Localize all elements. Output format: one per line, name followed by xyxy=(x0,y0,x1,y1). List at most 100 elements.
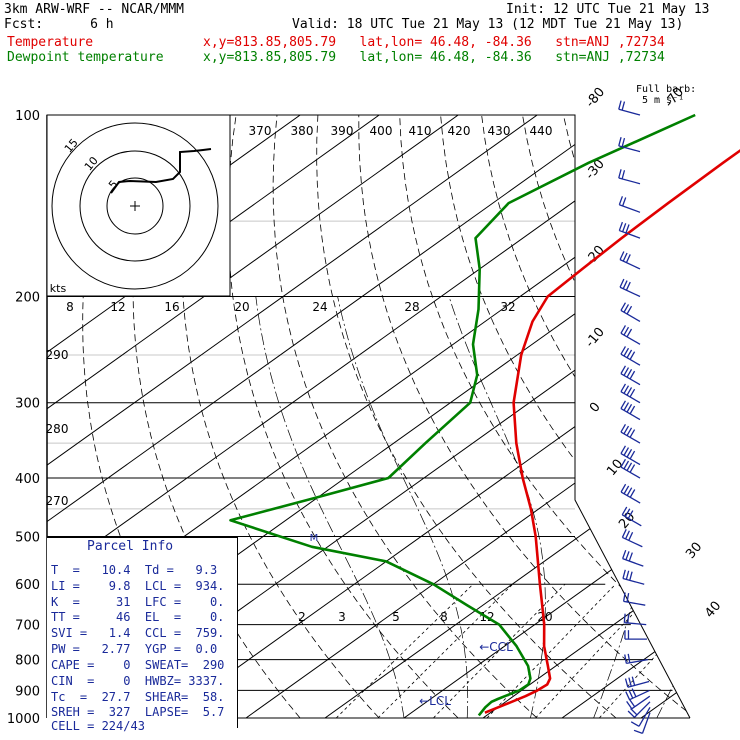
isotherm xyxy=(47,115,459,718)
hodograph-speed-label: 8 xyxy=(66,300,74,314)
wind-barb-flag xyxy=(623,347,630,357)
wind-barb-flag xyxy=(622,549,627,559)
wind-barb xyxy=(630,706,651,727)
wind-barb-flag xyxy=(621,101,626,111)
wind-barb-flag xyxy=(629,571,633,581)
wind-barb-flag xyxy=(625,691,631,700)
wind-barb xyxy=(633,712,651,734)
wind-barb-staff xyxy=(618,145,641,153)
wind-barb-flag xyxy=(620,302,627,311)
mixing-ratio-label: 8 xyxy=(440,610,448,624)
pressure-tick-label: 100 xyxy=(15,109,40,124)
wind-barb xyxy=(620,383,641,404)
theta-label: 280 xyxy=(46,422,69,436)
wind-barb-flag xyxy=(626,449,633,458)
pressure-tick-label: 800 xyxy=(15,654,40,669)
wind-barb xyxy=(626,695,651,710)
location-temperature: x,y=813.85,805.79 lat,lon= 46.48, -84.36… xyxy=(203,35,665,50)
isotherm xyxy=(47,115,690,718)
wind-barb-flag xyxy=(621,529,627,538)
wind-barb xyxy=(627,701,651,718)
wind-barb xyxy=(620,325,641,345)
wind-barb-flag xyxy=(625,254,631,263)
wind-barb-flag xyxy=(619,251,625,260)
barb-legend-line2: 5 m s⁻¹ xyxy=(642,95,685,106)
wind-barb-flag xyxy=(622,569,626,579)
wind-barb xyxy=(621,506,642,527)
wind-barb xyxy=(620,445,641,466)
theta-label: 420 xyxy=(448,124,471,138)
wind-barb-flag xyxy=(618,169,622,179)
wind-barb-staff xyxy=(622,536,643,548)
mixing-ratio-line xyxy=(377,583,513,718)
dry-adiabat xyxy=(316,115,617,718)
wind-barb-flag xyxy=(620,400,627,409)
mixing-ratio-line xyxy=(335,583,474,718)
wind-barb-flag xyxy=(628,677,632,687)
ccl-label: ←CCL xyxy=(479,640,513,654)
pressure-tick-label: 1000 xyxy=(7,712,40,727)
lcl-label: ←LCL xyxy=(419,694,451,708)
wind-barb-flag xyxy=(629,405,636,415)
barb-legend-line1: Full barb: xyxy=(636,84,697,95)
wind-barb-flag xyxy=(625,224,630,234)
wind-barb-staff xyxy=(626,658,649,665)
wind-barb xyxy=(618,169,641,185)
dry-adiabat xyxy=(399,115,690,718)
wind-barb-flag xyxy=(626,404,633,413)
hodograph-speed-label: 32 xyxy=(500,300,515,314)
wind-barb-flag xyxy=(620,483,627,493)
wind-barb-flag xyxy=(622,197,627,207)
wind-barb-flag xyxy=(623,367,630,376)
wind-barb-staff xyxy=(624,622,647,626)
hodograph-ring xyxy=(51,122,219,290)
parcel-row: T = 10.4 Td = 9.3 xyxy=(51,563,218,577)
wind-barb-staff xyxy=(638,706,651,727)
hodograph-ring xyxy=(106,177,164,235)
wind-barb-flag xyxy=(624,678,629,688)
hodograph-speed-label: 20 xyxy=(234,300,249,314)
wind-barb-flag xyxy=(625,551,630,561)
wind-barb-flag xyxy=(622,223,627,232)
wind-barb-flag xyxy=(625,281,631,291)
wind-barb-staff xyxy=(641,712,651,734)
pressure-tick-label: 700 xyxy=(15,619,40,634)
wind-barb-flag xyxy=(629,489,636,498)
theta-label: 390 xyxy=(331,124,354,138)
wind-barb-flag xyxy=(633,729,643,734)
mixing-ratio-label: 5 xyxy=(392,610,400,624)
wind-barb-flag xyxy=(628,699,636,708)
parcel-row: CELL = 224/43 xyxy=(51,719,145,733)
theta-label: 380 xyxy=(291,124,314,138)
wind-barb-flag xyxy=(626,427,633,436)
wind-barb-flag xyxy=(624,530,630,540)
wind-barb xyxy=(621,529,643,548)
wind-barb-staff xyxy=(618,177,641,185)
wind-barb-flag xyxy=(627,613,630,624)
legend-temperature: Temperature xyxy=(7,35,94,50)
wind-barb-flag xyxy=(629,450,636,460)
mixing-ratio-label: 20 xyxy=(537,610,552,624)
wind-barb xyxy=(618,196,641,213)
wind-barb-flag xyxy=(620,325,627,334)
wind-barb-staff xyxy=(620,491,641,504)
wind-barb xyxy=(619,278,641,298)
init-time: Init: 12 UTC Tue 21 May 13 xyxy=(506,2,710,17)
wind-barb-flag xyxy=(623,326,630,336)
temperature-line xyxy=(484,149,740,714)
wind-barb-flag xyxy=(621,137,626,147)
wind-barb-flag xyxy=(628,689,634,699)
theta-label: 270 xyxy=(46,494,69,508)
wind-barb-flag xyxy=(620,445,627,454)
wind-barb-flag xyxy=(618,196,624,206)
isotherm xyxy=(47,115,538,718)
wind-barb-flag xyxy=(620,423,627,433)
wind-barb xyxy=(622,592,646,606)
wind-barb xyxy=(622,569,645,585)
wind-barb xyxy=(618,137,641,153)
theta-label: 290 xyxy=(46,348,69,362)
pressure-tick-label: 400 xyxy=(15,472,40,487)
valid-time: Valid: 18 UTC Tue 21 May 13 (12 MDT Tue … xyxy=(292,17,684,32)
mixing-ratio-label: 3 xyxy=(338,610,346,624)
hodograph-speed-label: 28 xyxy=(404,300,419,314)
